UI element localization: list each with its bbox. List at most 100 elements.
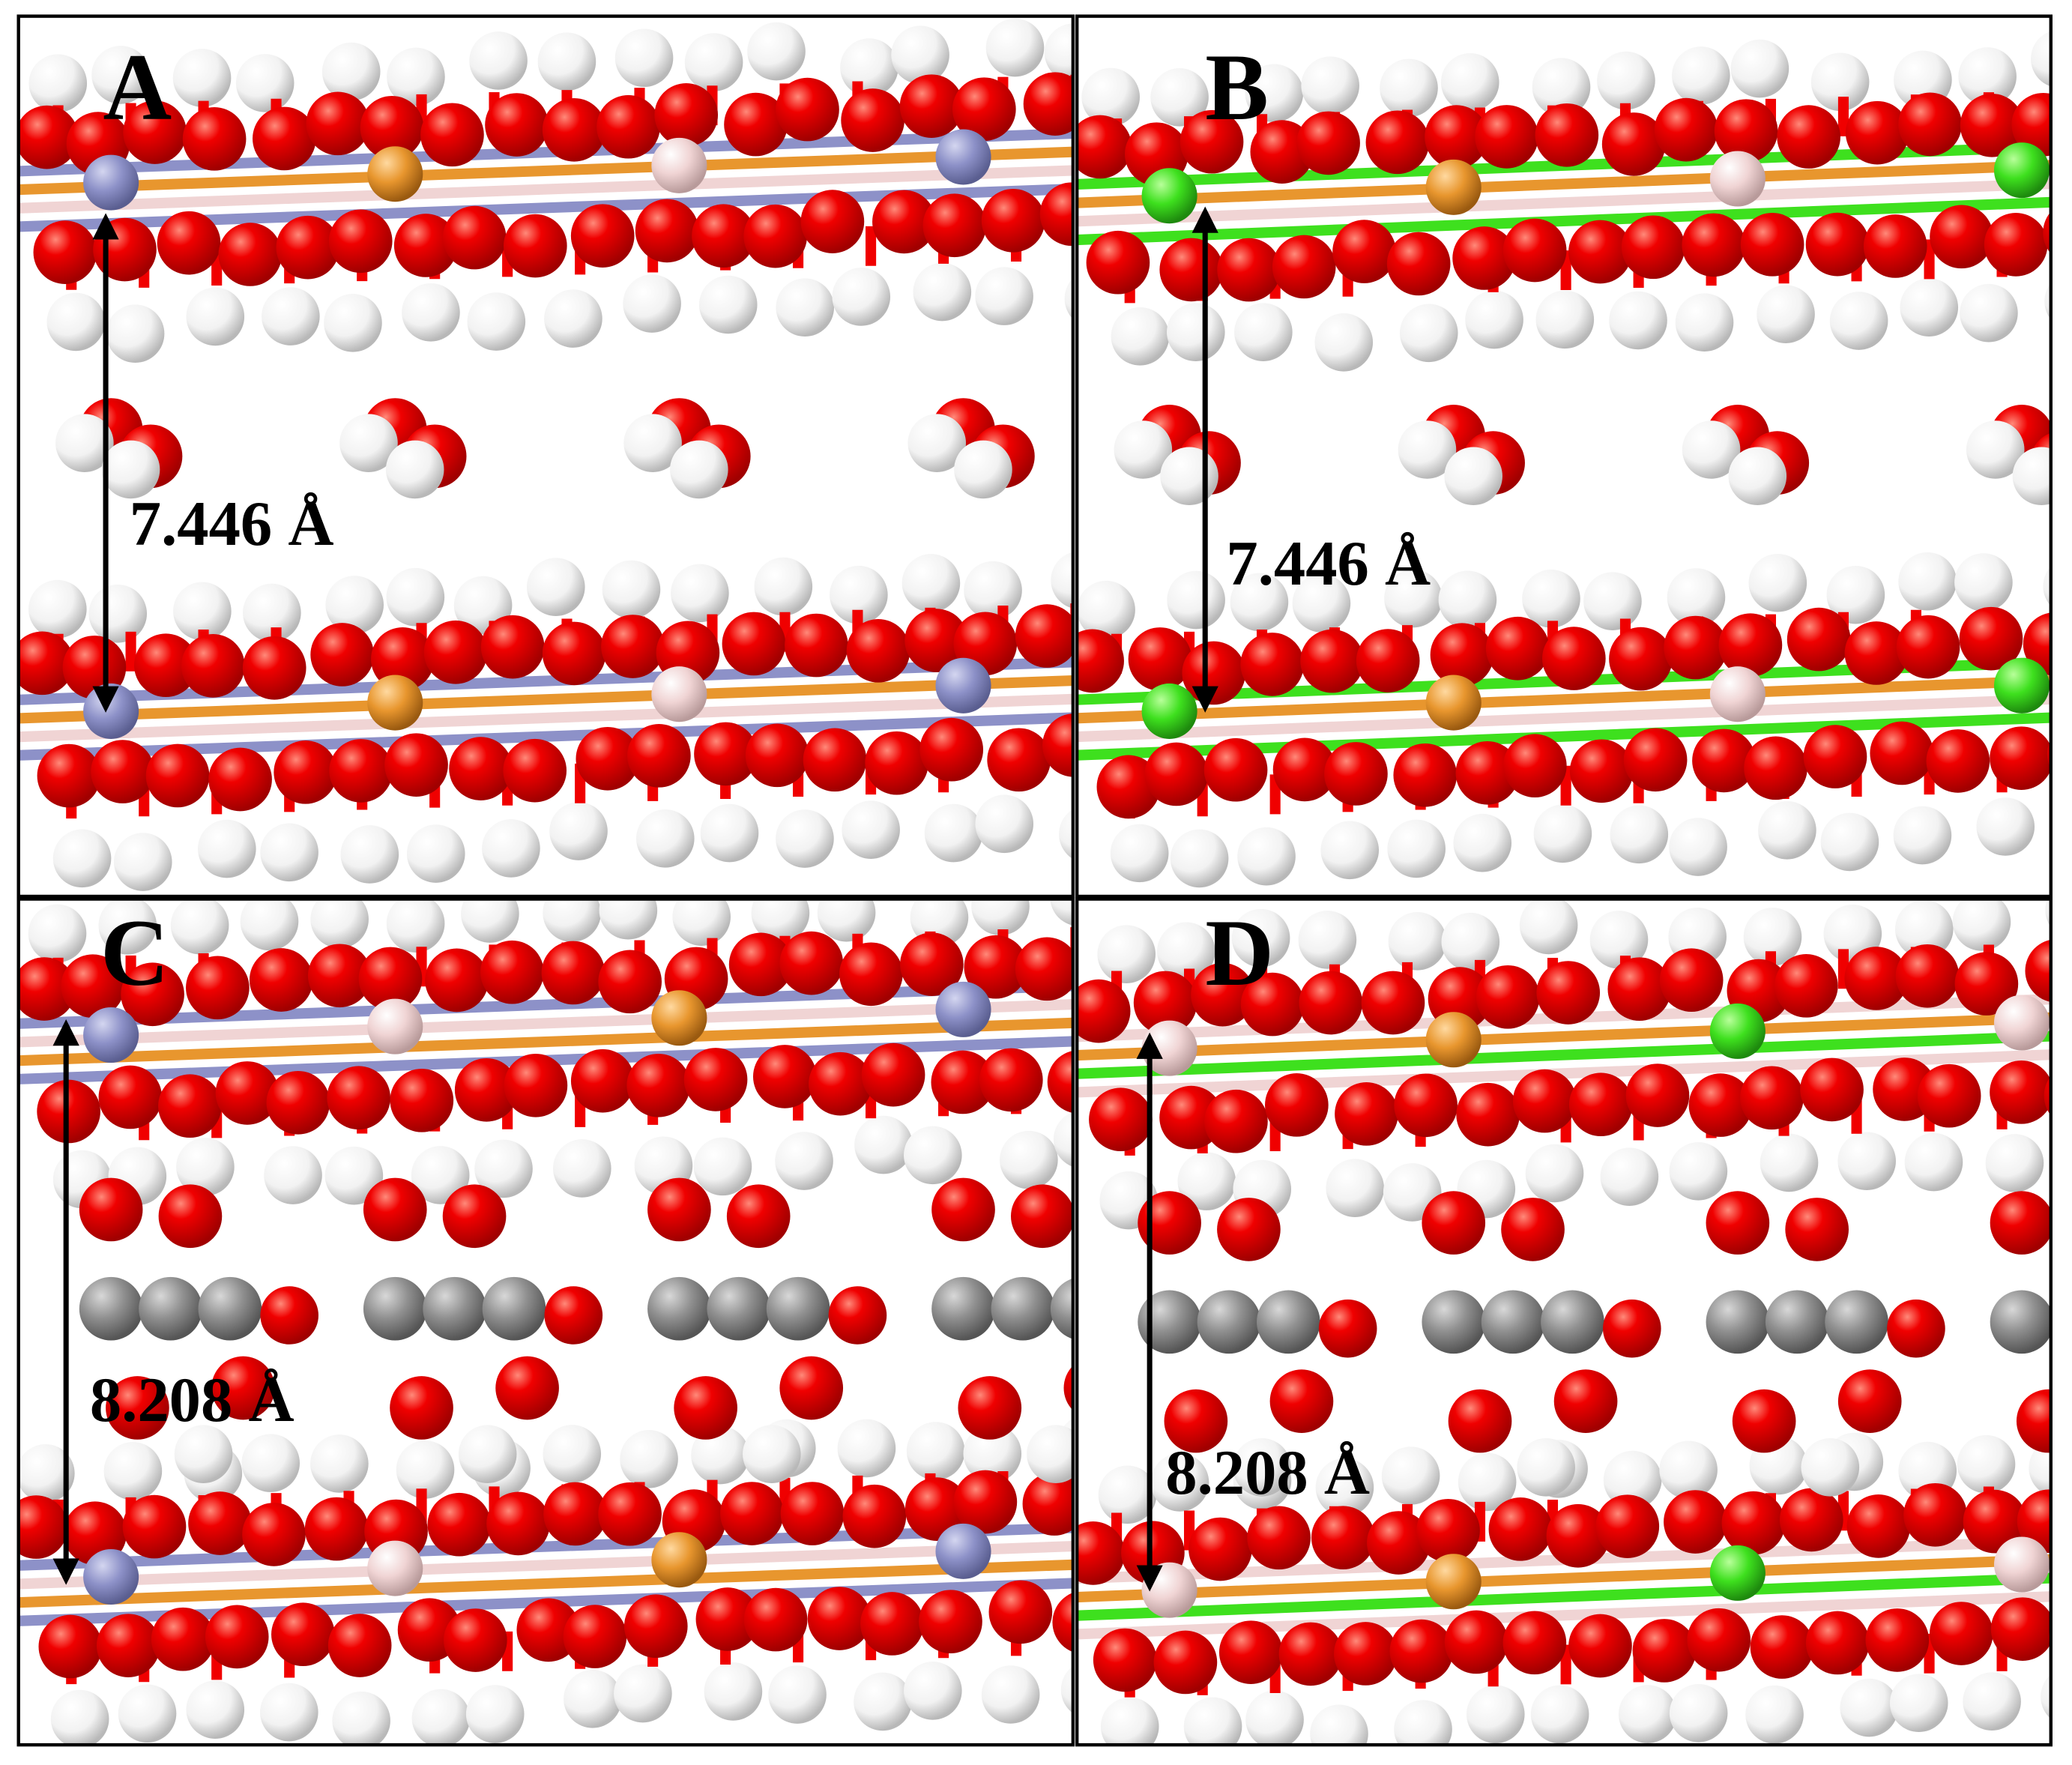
atom	[720, 1482, 784, 1545]
panel-borders	[16, 14, 2053, 1747]
atom	[1522, 570, 1580, 628]
atom	[1541, 627, 1606, 690]
atom	[1314, 313, 1374, 372]
atom	[134, 633, 198, 698]
atom	[1535, 290, 1595, 349]
atom	[324, 1146, 384, 1205]
atom	[1332, 220, 1396, 283]
atom	[1960, 93, 2024, 157]
atom	[1444, 1610, 1508, 1674]
atom	[198, 819, 256, 878]
atom	[919, 1590, 982, 1654]
distance-label: 7.446 Å	[1226, 529, 1431, 599]
atom	[635, 809, 695, 868]
atom	[1388, 912, 1447, 971]
atom	[186, 956, 250, 1020]
atom	[1237, 827, 1296, 886]
atom	[307, 944, 372, 1008]
atom	[1682, 213, 1746, 277]
atom	[598, 950, 662, 1014]
atom	[958, 1376, 1022, 1440]
atom	[310, 899, 369, 949]
atom	[1234, 303, 1293, 361]
atom	[145, 743, 210, 808]
atom	[1081, 67, 1140, 127]
atom	[360, 95, 424, 160]
atom	[1675, 293, 1734, 352]
atom	[271, 1602, 335, 1667]
atom	[363, 1177, 427, 1242]
atom	[979, 1048, 1043, 1112]
atom	[1299, 971, 1363, 1035]
atom	[1800, 1058, 1864, 1122]
atom	[693, 1137, 752, 1196]
atom	[170, 899, 229, 955]
atom	[458, 1425, 517, 1483]
atom	[651, 666, 707, 722]
atom	[1453, 813, 1512, 872]
atom	[1100, 1697, 1159, 1746]
bond	[18, 693, 1073, 743]
atom	[88, 585, 148, 643]
atom	[327, 1614, 392, 1677]
atom	[1475, 105, 1538, 169]
atom	[751, 899, 810, 942]
atom	[620, 1430, 678, 1488]
atom	[623, 274, 681, 333]
atom	[249, 948, 313, 1012]
atom	[832, 268, 891, 326]
atom	[766, 1276, 830, 1341]
atom	[1669, 1683, 1728, 1743]
atom	[1765, 1290, 1829, 1354]
atom	[988, 1580, 1053, 1644]
atom	[1960, 283, 2018, 343]
atom	[1740, 1066, 1804, 1130]
atom	[991, 1276, 1055, 1341]
atom	[1059, 809, 1073, 860]
atom	[971, 899, 1030, 935]
atom	[106, 304, 165, 363]
atom	[1957, 1434, 2016, 1494]
atom	[186, 287, 245, 346]
atom	[1706, 1290, 1770, 1354]
panel-art	[1077, 31, 2051, 888]
atom	[390, 1068, 454, 1132]
atom	[158, 1074, 222, 1138]
atom	[1898, 552, 1957, 611]
atom	[671, 564, 729, 623]
atom	[1825, 1290, 1888, 1354]
atom	[842, 800, 900, 859]
atom	[1481, 1290, 1545, 1354]
atom	[817, 899, 876, 942]
atom	[1023, 72, 1073, 136]
atom	[542, 97, 606, 162]
atom	[724, 92, 788, 157]
atom	[480, 940, 544, 1004]
atom	[1954, 952, 2019, 1016]
atom	[33, 220, 97, 284]
atom	[367, 675, 423, 731]
atom	[358, 947, 423, 1011]
atom	[503, 214, 567, 278]
atom	[963, 1424, 1022, 1483]
atom	[747, 22, 806, 81]
atom	[385, 440, 444, 499]
atom	[467, 292, 526, 351]
atom	[854, 1115, 913, 1174]
atom	[1452, 226, 1516, 290]
bond	[1077, 1591, 2051, 1640]
atom	[1887, 1299, 1945, 1358]
atom	[1840, 1678, 1899, 1737]
atom	[482, 1276, 546, 1341]
atom	[543, 1482, 607, 1546]
atom	[1732, 1389, 1796, 1453]
atom	[1394, 1073, 1458, 1138]
atom	[1667, 568, 1726, 627]
atom	[1144, 742, 1209, 806]
atom	[321, 42, 381, 101]
atom	[623, 1594, 688, 1659]
atom	[779, 931, 844, 995]
atom	[1077, 629, 1124, 693]
atom	[1485, 616, 1550, 681]
atom	[1381, 1446, 1440, 1505]
